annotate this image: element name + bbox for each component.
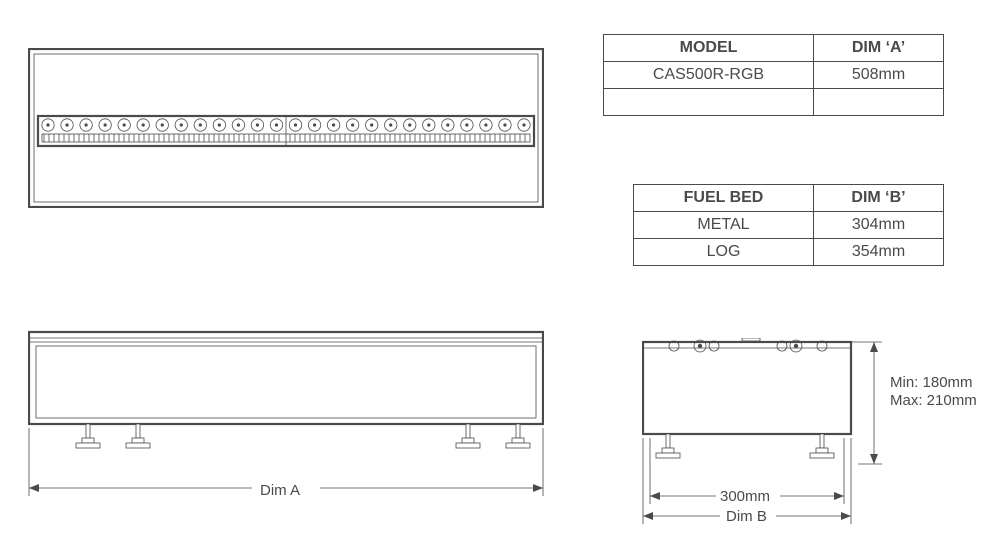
table-row: CAS500R-RGB 508mm [604, 62, 944, 89]
fuelbed-table: FUEL BED DIM ‘B’ METAL 304mm LOG 354mm [633, 184, 944, 266]
dim-b-label: Dim B [726, 508, 767, 525]
height-dimension [851, 342, 882, 464]
fuelbed-header: FUEL BED [634, 185, 814, 212]
fuelbed-cell: METAL [634, 212, 814, 239]
min-label: Min: 180mm [890, 374, 973, 391]
table-row: METAL 304mm [634, 212, 944, 239]
front-view-drawing [28, 328, 544, 508]
dim-b-cell: 354mm [814, 239, 944, 266]
dim-a-header: DIM ‘A’ [814, 35, 944, 62]
dim-a-cell-empty [814, 89, 944, 116]
table-row [604, 89, 944, 116]
model-header: MODEL [604, 35, 814, 62]
model-table: MODEL DIM ‘A’ CAS500R-RGB 508mm [603, 34, 944, 116]
dim-b-header: DIM ‘B’ [814, 185, 944, 212]
dim-a-label: Dim A [260, 482, 300, 499]
dim-b-cell: 304mm [814, 212, 944, 239]
fuelbed-cell: LOG [634, 239, 814, 266]
top-view-drawing [28, 48, 544, 208]
table-row: LOG 354mm [634, 239, 944, 266]
max-label: Max: 210mm [890, 392, 977, 409]
table-row: MODEL DIM ‘A’ [604, 35, 944, 62]
model-cell-empty [604, 89, 814, 116]
table-row: FUEL BED DIM ‘B’ [634, 185, 944, 212]
dim-a-cell: 508mm [814, 62, 944, 89]
side-view-drawing [642, 338, 972, 533]
width-300-label: 300mm [720, 488, 770, 505]
model-cell: CAS500R-RGB [604, 62, 814, 89]
